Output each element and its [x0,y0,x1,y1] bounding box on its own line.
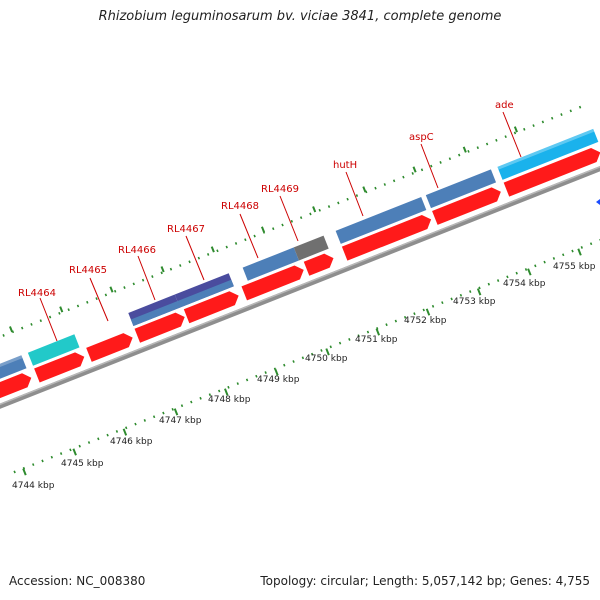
scale-label: 4753 kbp [453,297,496,307]
cds-arrow[interactable] [86,331,135,362]
scale-label: 4744 kbp [12,481,55,491]
leader-rl4467 [185,235,205,281]
label-aspc[interactable]: aspC [409,132,434,143]
gene-box-rl4469[interactable] [293,235,329,261]
scale-label: 4752 kbp [404,316,447,326]
cds-arrow[interactable] [34,350,87,383]
genome-summary-text: Topology: circular; Length: 5,057,142 bp… [260,574,590,588]
inner-major-ticks [22,248,582,476]
gene-box-rl4464[interactable] [27,334,80,366]
map-title: Rhizobium leguminosarum bv. viciae 3841,… [98,9,502,24]
leader-rl4469 [279,195,299,242]
cds-arrow[interactable] [0,371,34,411]
gene-box-rl4463[interactable] [0,355,27,395]
accession-text: Accession: NC_008380 [9,574,146,588]
scale-label: 4747 kbp [159,416,202,426]
cds-arrow[interactable] [341,212,434,261]
leader-huth [345,171,364,217]
label-rl4466[interactable]: RL4466 [118,245,156,256]
gene-labels: RL4464 RL4465 RL4466 RL4467 RL4468 RL446… [18,100,522,342]
cds-arrow[interactable] [183,289,242,324]
cds-arrows [0,145,600,411]
leader-rl4464 [39,297,58,342]
label-rl4468[interactable]: RL4468 [221,201,259,212]
cds-arrow[interactable] [241,263,306,301]
cds-arrow[interactable] [134,310,188,343]
feature-band [0,102,600,476]
leader-rl4466 [137,255,156,301]
genome-backbone [0,154,600,424]
cds-arrow[interactable] [503,145,600,197]
outer-tick-row [0,102,590,348]
gene-boxes [0,128,599,395]
label-rl4465[interactable]: RL4465 [69,265,107,276]
scale-label: 4750 kbp [305,354,348,364]
cds-arrow[interactable] [303,251,336,276]
scale-label: 4746 kbp [110,437,153,447]
label-ade[interactable]: ade [495,100,514,111]
leader-rl4465 [89,277,109,322]
gene-box-aspc[interactable] [425,169,497,209]
scale-label: 4754 kbp [503,279,546,289]
cds-arrow[interactable] [432,185,504,225]
scale-label: 4748 kbp [208,395,251,405]
gene-box-huth[interactable] [335,197,427,244]
leader-rl4468 [239,213,259,259]
outer-major-ticks [9,126,518,333]
leader-ade [502,111,522,158]
gene-box-rl4468[interactable] [242,247,299,281]
scale-label: 4751 kbp [355,335,398,345]
position-marker[interactable] [596,196,600,208]
leader-aspc [420,143,439,189]
label-huth[interactable]: hutH [333,160,357,171]
scale-label: 4749 kbp [257,375,300,385]
label-rl4467[interactable]: RL4467 [167,224,205,235]
label-rl4464[interactable]: RL4464 [18,288,56,299]
gene-box-ade[interactable] [497,128,599,180]
scale-label: 4745 kbp [61,459,104,469]
label-rl4469[interactable]: RL4469 [261,184,299,195]
scale-labels: 4744 kbp 4745 kbp 4746 kbp 4747 kbp 4748… [12,262,596,491]
scale-label: 4755 kbp [553,262,596,272]
